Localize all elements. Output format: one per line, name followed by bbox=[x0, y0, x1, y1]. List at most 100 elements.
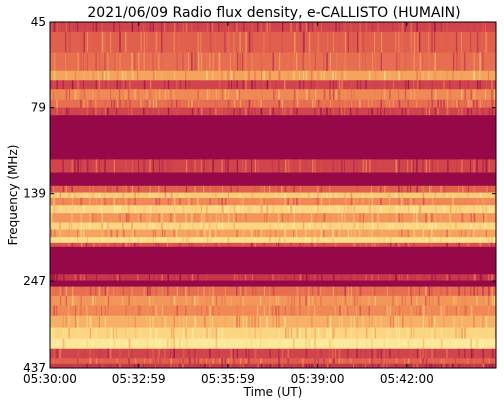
intensity-streak bbox=[453, 315, 455, 328]
intensity-streak bbox=[323, 286, 325, 296]
intensity-streak bbox=[329, 327, 331, 339]
intensity-streak bbox=[218, 229, 220, 238]
intensity-streak bbox=[62, 286, 64, 296]
intensity-streak bbox=[368, 205, 371, 214]
intensity-streak bbox=[350, 295, 352, 306]
intensity-streak bbox=[224, 358, 226, 364]
intensity-streak bbox=[356, 338, 358, 349]
intensity-streak bbox=[272, 363, 274, 368]
intensity-streak bbox=[389, 89, 391, 100]
intensity-streak bbox=[317, 327, 320, 339]
intensity-streak bbox=[365, 22, 367, 32]
intensity-streak bbox=[315, 213, 317, 223]
intensity-streak bbox=[170, 159, 172, 173]
chart-title: 2021/06/09 Radio flux density, e-CALLIST… bbox=[87, 5, 460, 21]
intensity-streak bbox=[332, 99, 334, 108]
intensity-streak bbox=[128, 107, 130, 116]
intensity-streak bbox=[284, 338, 286, 349]
intensity-streak bbox=[458, 99, 460, 108]
intensity-streak bbox=[362, 52, 364, 71]
intensity-streak bbox=[401, 185, 403, 193]
intensity-streak bbox=[365, 338, 367, 349]
intensity-streak bbox=[158, 327, 160, 339]
intensity-streak bbox=[335, 192, 337, 198]
intensity-streak bbox=[314, 295, 316, 306]
intensity-streak bbox=[317, 192, 319, 198]
intensity-streak bbox=[437, 107, 439, 116]
intensity-streak bbox=[419, 205, 421, 214]
intensity-streak bbox=[314, 80, 316, 90]
intensity-streak bbox=[92, 213, 94, 223]
intensity-streak bbox=[245, 80, 247, 90]
intensity-streak bbox=[251, 99, 253, 108]
intensity-streak bbox=[200, 213, 203, 223]
intensity-streak bbox=[255, 286, 257, 296]
intensity-streak bbox=[308, 52, 311, 71]
intensity-streak bbox=[431, 222, 434, 230]
intensity-streak bbox=[107, 192, 109, 198]
intensity-streak bbox=[362, 213, 364, 223]
intensity-streak bbox=[377, 274, 379, 281]
intensity-streak bbox=[146, 305, 149, 316]
intensity-streak bbox=[155, 22, 158, 32]
intensity-streak bbox=[248, 237, 251, 243]
intensity-streak bbox=[458, 286, 460, 296]
intensity-streak bbox=[212, 89, 214, 100]
intensity-streak bbox=[113, 99, 116, 108]
intensity-streak bbox=[179, 315, 181, 328]
intensity-streak bbox=[278, 213, 280, 223]
intensity-streak bbox=[146, 222, 148, 230]
intensity-streak bbox=[56, 305, 58, 316]
intensity-streak bbox=[263, 286, 265, 296]
intensity-streak bbox=[155, 197, 158, 206]
intensity-streak bbox=[185, 80, 187, 90]
intensity-streak bbox=[261, 70, 262, 81]
intensity-streak bbox=[398, 315, 399, 328]
intensity-streak bbox=[131, 107, 133, 116]
intensity-streak bbox=[251, 286, 254, 296]
intensity-streak bbox=[101, 295, 103, 306]
intensity-streak bbox=[362, 358, 364, 364]
intensity-streak bbox=[449, 286, 451, 296]
intensity-streak bbox=[341, 315, 343, 328]
intensity-streak bbox=[56, 22, 58, 32]
intensity-streak bbox=[167, 99, 170, 108]
intensity-streak bbox=[59, 89, 61, 100]
intensity-streak bbox=[50, 197, 51, 206]
intensity-streak bbox=[257, 99, 260, 108]
intensity-streak bbox=[77, 348, 79, 359]
intensity-streak bbox=[161, 222, 163, 230]
intensity-streak bbox=[227, 159, 229, 173]
intensity-streak bbox=[152, 348, 154, 359]
intensity-streak bbox=[138, 52, 140, 71]
intensity-streak bbox=[224, 89, 227, 100]
intensity-streak bbox=[200, 363, 202, 368]
intensity-streak bbox=[287, 295, 289, 306]
intensity-streak bbox=[260, 197, 263, 206]
intensity-streak bbox=[401, 22, 404, 32]
intensity-streak bbox=[236, 22, 238, 32]
intensity-streak bbox=[188, 197, 190, 206]
intensity-streak bbox=[263, 305, 266, 316]
intensity-streak bbox=[137, 213, 139, 223]
intensity-streak bbox=[182, 237, 184, 243]
intensity-streak bbox=[161, 229, 164, 238]
intensity-streak bbox=[392, 286, 394, 296]
intensity-streak bbox=[209, 305, 212, 316]
intensity-streak bbox=[167, 242, 168, 247]
intensity-streak bbox=[239, 52, 241, 71]
intensity-streak bbox=[317, 358, 319, 364]
intensity-streak bbox=[461, 70, 463, 81]
intensity-streak bbox=[281, 80, 284, 90]
intensity-streak bbox=[380, 99, 382, 108]
intensity-streak bbox=[101, 31, 104, 53]
intensity-streak bbox=[392, 205, 394, 214]
intensity-streak bbox=[147, 286, 149, 296]
intensity-streak bbox=[407, 205, 410, 214]
intensity-streak bbox=[476, 80, 479, 90]
intensity-streak bbox=[353, 205, 355, 214]
intensity-streak bbox=[398, 197, 400, 206]
intensity-streak bbox=[272, 242, 275, 247]
intensity-streak bbox=[347, 348, 349, 359]
